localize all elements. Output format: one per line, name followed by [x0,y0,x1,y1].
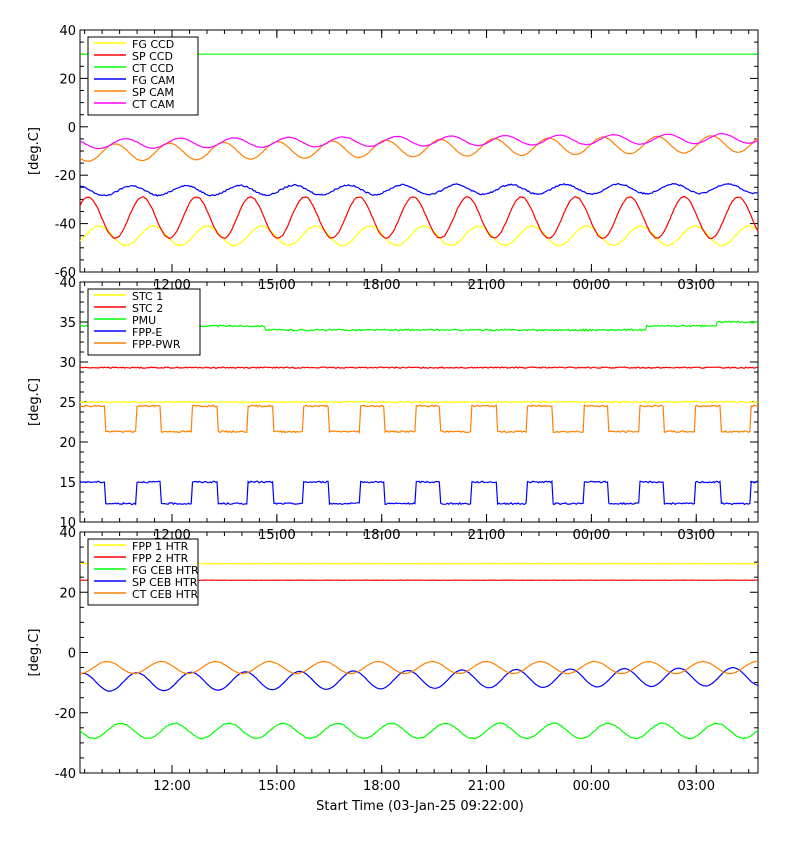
y-tick-label: 0 [68,647,76,662]
legend-label: STC 1 [132,290,163,303]
legend-label: FG CCD [132,38,174,51]
y-tick-label: -60 [55,266,76,281]
legend-label: CT CEB HTR [132,588,199,601]
series-line-fg-cam [79,182,759,197]
y-tick-label: 20 [59,586,76,601]
x-tick-label: 03:00 [678,779,715,794]
x-tick-label: 12:00 [153,779,190,794]
legend-label: CT CCD [132,62,174,75]
series-line-ct-cam [79,132,759,150]
series-line-fg-ceb-htr [79,722,759,740]
y-tick-label: -40 [55,218,76,233]
heater-panel: 40 20 0 -20 -40 12:00 15:00 18:00 21:00 00:00 03:0… [27,526,759,794]
y-tick-label: 35 [59,316,76,331]
y-tick-label: 20 [59,72,76,87]
series-line-sp-cam [79,135,759,163]
legend-label: FPP-PWR [132,338,181,351]
legend-label: FG CEB HTR [132,564,199,577]
y-tick-label: 25 [59,396,76,411]
legend-label: FPP 2 HTR [132,552,189,565]
x-tick-label: 21:00 [468,779,505,794]
y-tick-label: -40 [55,767,76,782]
legend-label: CT CAM [132,98,175,111]
y-tick-label: 15 [59,476,76,491]
y-tick-label: 40 [59,526,76,541]
series-line-fg-ccd [79,224,759,247]
legend-label: SP CCD [132,50,173,63]
legend-label: FG CAM [132,74,175,87]
legend-label: STC 2 [132,302,163,315]
y-tick-label: 0 [68,121,76,136]
legend-box [87,288,201,356]
y-tick-label: -20 [55,169,76,184]
legend-label: SP CAM [132,86,174,99]
x-tick-label: 15:00 [258,779,295,794]
x-tick-label: 18:00 [363,779,400,794]
series-line-sp-ceb-htr [79,666,759,692]
legend-box [87,538,199,606]
series-line-ct-ceb-htr [80,660,759,675]
y-tick-label: 20 [59,436,76,451]
y-tick-label: -20 [55,707,76,722]
y-axis-label: [deg.C] [27,378,42,426]
y-axis-label: [deg.C] [27,629,42,677]
y-tick-label: 10 [59,516,76,531]
legend-box [87,36,199,116]
series-line-fpp-pwr [80,404,759,434]
x-tick-label: 00:00 [573,779,610,794]
legend-label: FPP 1 HTR [132,540,189,553]
series-line-stc-1 [79,400,759,404]
legend-label: FPP-E [132,326,162,339]
y-axis-label: [deg.C] [27,127,42,175]
series-line-fpp-e [79,480,759,506]
x-axis-label: Start Time (03-Jan-25 09:22:00) [316,799,524,814]
series-line-sp-ccd [79,195,759,240]
y-tick-label: 40 [59,276,76,291]
y-tick-label: 40 [59,24,76,39]
y-tick-label: 30 [59,356,76,371]
legend-label: SP CEB HTR [132,576,198,589]
legend-label: PMU [132,314,156,327]
series-line-stc-2 [79,366,759,369]
